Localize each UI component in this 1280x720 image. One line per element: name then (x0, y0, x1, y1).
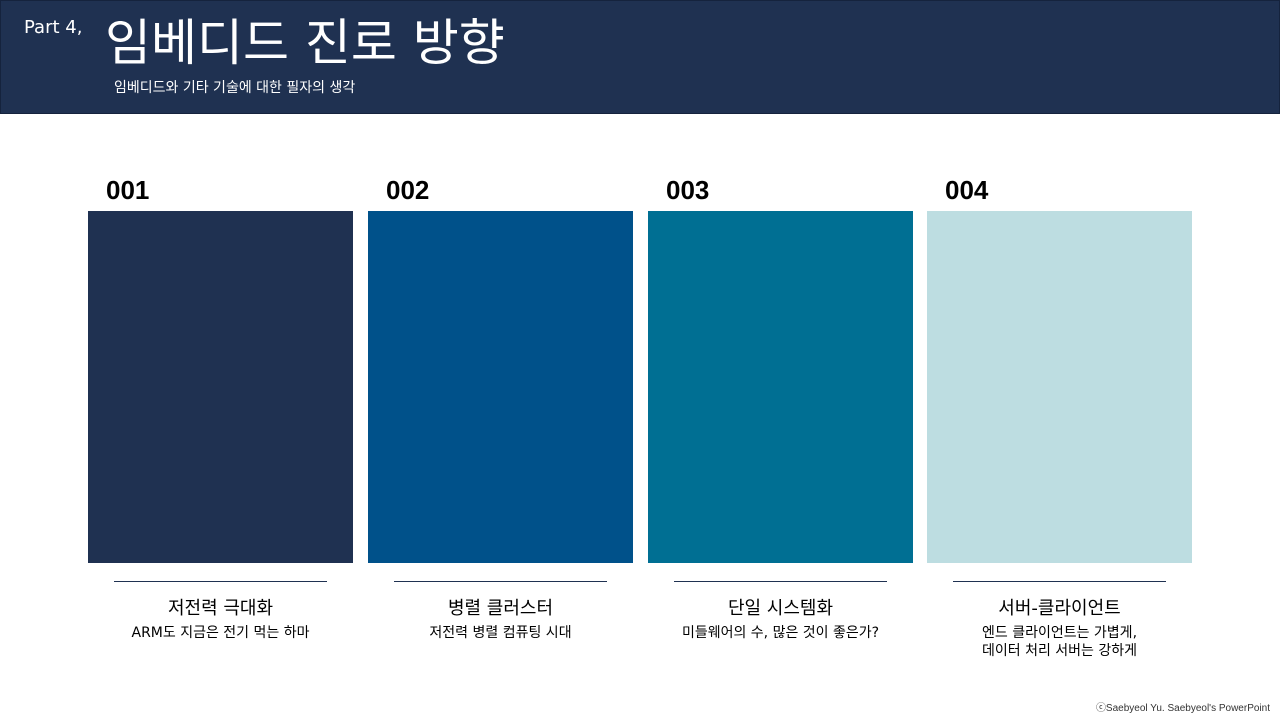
card-description: 엔드 클라이언트는 가볍게, 데이터 처리 서버는 강하게 (981, 625, 1138, 659)
card-number: 003 (666, 175, 710, 205)
card-title: 병렬 클러스터 (447, 598, 554, 619)
card-002: 002 병렬 클러스터 저전력 병렬 컴퓨팅 시대 (368, 170, 633, 670)
card-description: 저전력 병렬 컴퓨팅 시대 (429, 625, 572, 641)
card-description: ARM도 지금은 전기 먹는 하마 (131, 625, 310, 641)
card-title: 서버-클라이언트 (998, 598, 1121, 619)
copyright-footer: ⓒSaebyeol Yu. Saebyeol's PowerPoint (1095, 703, 1270, 714)
card-description: 미들웨어의 수, 많은 것이 좋은가? (681, 625, 880, 641)
card-divider (114, 581, 327, 582)
card-divider (953, 581, 1166, 582)
card-title: 저전력 극대화 (167, 598, 274, 619)
page-subtitle: 임베디드와 기타 기술에 대한 필자의 생각 (114, 80, 356, 96)
part-label: Part 4, (24, 17, 83, 38)
card-003: 003 단일 시스템화 미들웨어의 수, 많은 것이 좋은가? (648, 170, 913, 670)
card-color-block (648, 211, 913, 563)
card-number: 002 (386, 175, 430, 205)
card-divider (674, 581, 887, 582)
card-number: 004 (945, 175, 989, 205)
card-004: 004 서버-클라이언트 엔드 클라이언트는 가볍게, 데이터 처리 서버는 강… (927, 170, 1192, 670)
card-number: 001 (106, 175, 150, 205)
card-color-block (88, 211, 353, 563)
header-bar: Part 4, 임베디드 진로 방향 임베디드와 기타 기술에 대한 필자의 생… (0, 0, 1280, 114)
card-color-block (368, 211, 633, 563)
card-001: 001 저전력 극대화 ARM도 지금은 전기 먹는 하마 (88, 170, 353, 670)
card-divider (394, 581, 607, 582)
card-title: 단일 시스템화 (727, 598, 834, 619)
page-title: 임베디드 진로 방향 (105, 14, 505, 72)
card-color-block (927, 211, 1192, 563)
